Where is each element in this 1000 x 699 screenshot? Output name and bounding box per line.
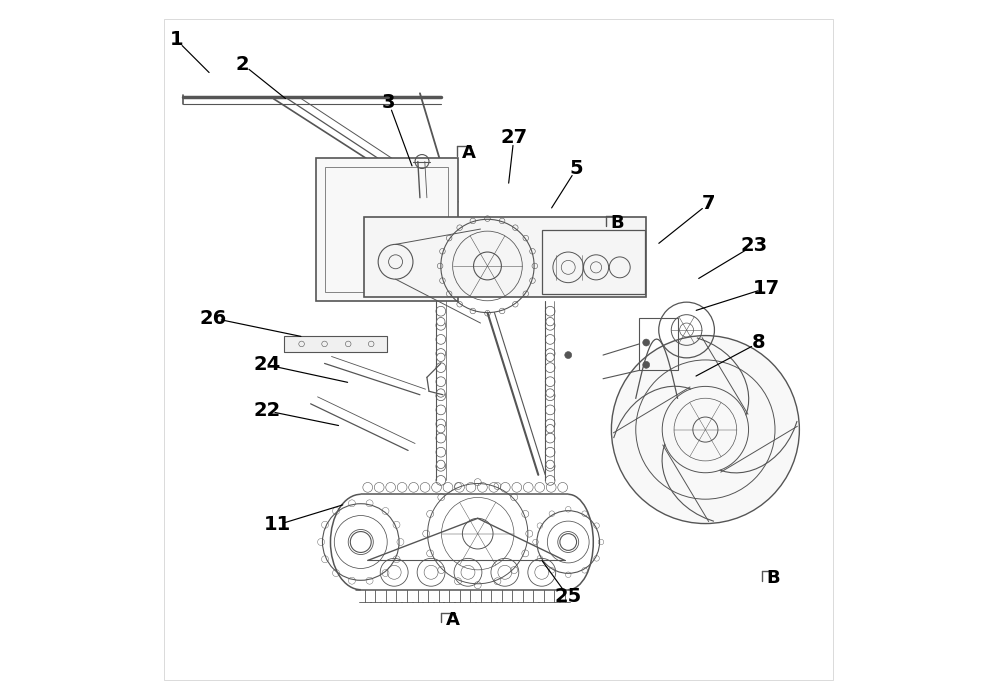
Circle shape	[565, 352, 572, 359]
Bar	[325, 167, 448, 292]
Circle shape	[546, 424, 554, 433]
Bar	[542, 230, 645, 294]
Circle shape	[546, 317, 554, 326]
Text: 7: 7	[702, 194, 716, 212]
Text: 3: 3	[382, 93, 395, 112]
Text: A: A	[462, 144, 476, 162]
Text: 5: 5	[570, 159, 583, 178]
Text: 11: 11	[264, 515, 291, 535]
Bar	[364, 217, 646, 297]
Circle shape	[643, 339, 650, 346]
Text: 22: 22	[253, 401, 280, 420]
Circle shape	[546, 353, 554, 361]
Text: B: B	[766, 569, 780, 587]
Bar	[316, 158, 458, 301]
Bar	[284, 336, 387, 352]
Text: 24: 24	[253, 355, 280, 375]
Text: 23: 23	[741, 236, 768, 254]
Circle shape	[546, 389, 554, 397]
Text: B: B	[610, 214, 624, 232]
Circle shape	[437, 389, 445, 397]
Text: 1: 1	[169, 30, 183, 49]
Circle shape	[437, 353, 445, 361]
Text: A: A	[446, 611, 460, 628]
Circle shape	[437, 460, 445, 468]
Circle shape	[611, 336, 799, 524]
Circle shape	[437, 317, 445, 326]
Circle shape	[643, 361, 650, 368]
Text: 25: 25	[555, 587, 582, 606]
Bar	[639, 318, 678, 370]
Circle shape	[546, 460, 554, 468]
Text: 27: 27	[500, 128, 527, 147]
Text: 2: 2	[236, 55, 249, 73]
Circle shape	[437, 424, 445, 433]
Text: 17: 17	[752, 279, 780, 298]
Text: 8: 8	[752, 333, 766, 352]
Text: 26: 26	[200, 309, 227, 328]
